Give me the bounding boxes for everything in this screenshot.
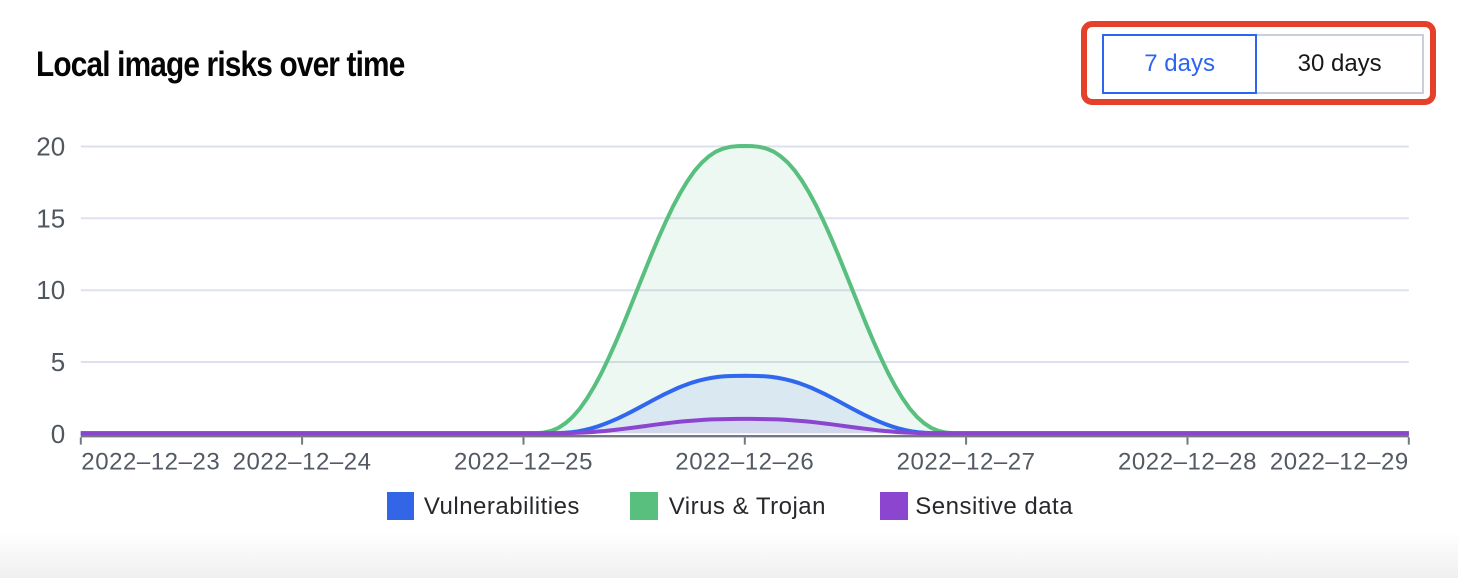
svg-text:2022–12–23: 2022–12–23 [81, 449, 220, 476]
svg-text:2022–12–25: 2022–12–25 [454, 449, 593, 476]
svg-text:10: 10 [36, 275, 65, 305]
svg-text:2022–12–26: 2022–12–26 [675, 449, 814, 476]
svg-text:2022–12–27: 2022–12–27 [897, 449, 1036, 476]
svg-text:0: 0 [51, 419, 65, 449]
svg-text:2022–12–29: 2022–12–29 [1270, 449, 1409, 476]
svg-text:5: 5 [51, 347, 65, 377]
svg-text:2022–12–28: 2022–12–28 [1118, 449, 1257, 476]
svg-text:20: 20 [36, 132, 65, 162]
svg-text:15: 15 [36, 203, 65, 233]
svg-text:2022–12–24: 2022–12–24 [233, 449, 372, 476]
